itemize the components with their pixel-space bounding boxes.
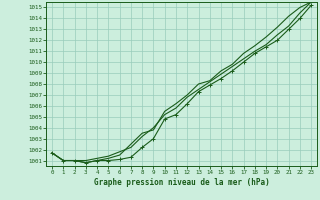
X-axis label: Graphe pression niveau de la mer (hPa): Graphe pression niveau de la mer (hPa) [94,178,269,187]
